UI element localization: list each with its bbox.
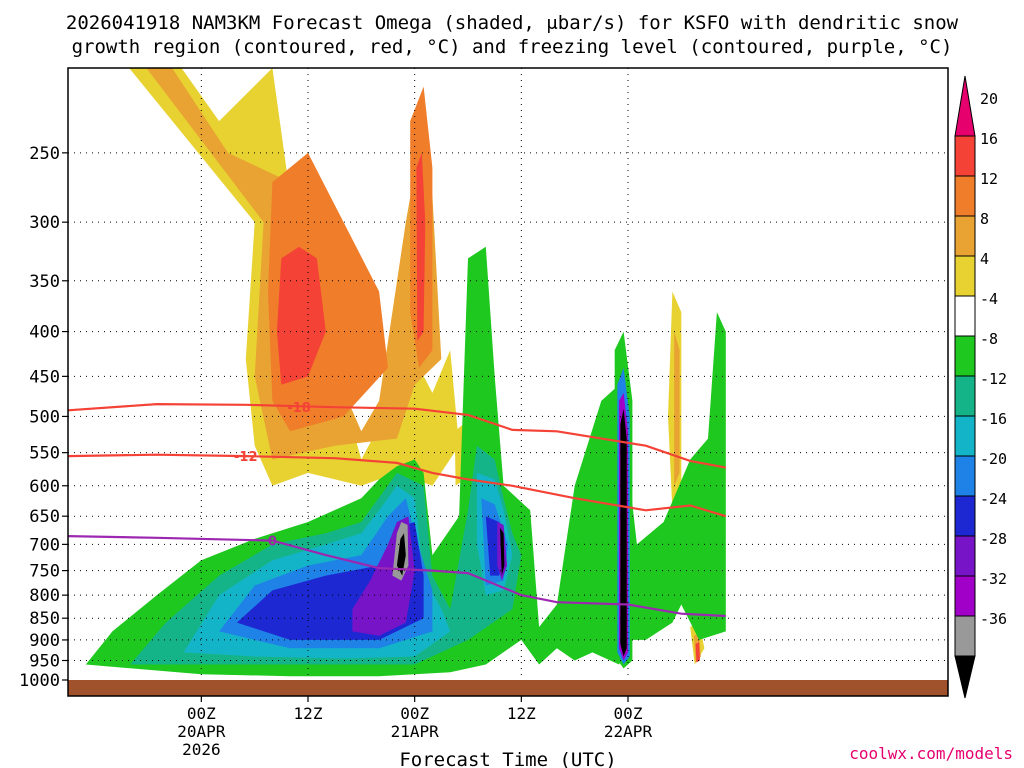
colorbar-bottom-arrow [954,655,976,699]
colorbar-tick-9: -20 [980,450,1007,468]
omega-region-11 [695,642,700,663]
y-tick-label-850: 850 [29,609,60,629]
colorbar-segment-1 [954,135,976,177]
colorbar-segment-12 [954,575,976,617]
colorbar-tick-6: -8 [980,330,998,348]
y-tick-label-1000: 1000 [19,671,60,691]
y-tick-label-350: 350 [29,272,60,292]
y-tick-label-500: 500 [29,407,60,427]
colorbar-tick-5: -4 [980,290,998,308]
y-tick-label-550: 550 [29,444,60,464]
contour-neg18 [68,402,727,469]
y-tick-label-700: 700 [29,535,60,555]
colorbar-tick-3: 8 [980,210,989,228]
contour-lines: -18 -12 0 [68,401,727,618]
omega-region-5 [416,152,426,341]
colorbar-segment-8 [954,415,976,457]
colorbar-segment-10 [954,495,976,537]
colorbar-segment-7 [954,375,976,417]
colorbar-segment-6 [954,335,976,377]
colorbar-segment-11 [954,535,976,577]
x-tick-label-0-1: 20APR [177,722,226,741]
watermark: coolwx.com/models [849,744,1013,763]
colorbar-segment-9 [954,455,976,497]
y-tick-label-400: 400 [29,323,60,343]
colorbar-tick-12: -32 [980,570,1007,588]
grid-lines [68,68,948,680]
omega-region-24 [500,527,505,576]
contour-label-2: 0 [268,535,277,550]
x-tick-label-4-0: 00Z [614,704,643,723]
colorbar-tick-2: 12 [980,170,998,188]
contour-label-1: -12 [234,450,258,465]
y-tick-label-750: 750 [29,562,60,582]
y-tick-label-250: 250 [29,144,60,164]
colorbar-segment-2 [954,175,976,217]
x-tick-label-4-1: 22APR [604,722,653,741]
colorbar-tick-11: -28 [980,530,1007,548]
y-axis-ticks: 2503003504004505005506006507007508008509… [19,144,68,691]
colorbar: 20 16 12 8 4 -4 -8 -12 -16 -20 -24 -28 -32 -36 [954,75,1007,699]
colorbar-tick-7: -12 [980,370,1007,388]
x-tick-label-2-0: 00Z [400,704,429,723]
contour-0 [68,535,726,618]
omega-region-7 [674,331,680,486]
y-tick-label-650: 650 [29,507,60,527]
x-axis-label: Forecast Time (UTC) [399,749,616,768]
colorbar-tick-4: 4 [980,250,989,268]
x-tick-label-1-0: 12Z [294,704,323,723]
y-tick-label-900: 900 [29,631,60,651]
colorbar-segment-5 [954,295,976,337]
x-tick-label-3-0: 12Z [507,704,536,723]
chart-title-line2: growth region (contoured, red, °C) and f… [72,36,953,58]
y-tick-label-800: 800 [29,586,60,606]
y-tick-label-450: 450 [29,367,60,387]
colorbar-segment-3 [954,215,976,257]
colorbar-tick-8: -16 [980,410,1007,428]
contour-label-0: -18 [287,401,311,416]
omega-region-4 [276,246,326,385]
y-tick-label-950: 950 [29,651,60,671]
colorbar-top-arrow [954,75,976,137]
ground-surface [68,680,948,696]
x-tick-label-0-2: 2026 [182,740,221,759]
chart-title-line1: 2026041918 NAM3KM Forecast Omega (shaded… [66,12,959,34]
x-tick-label-0-0: 00Z [187,704,216,723]
omega-region-23 [396,533,406,576]
y-tick-label-300: 300 [29,213,60,233]
colorbar-segment-13 [954,615,976,657]
colorbar-tick-1: 16 [980,130,998,148]
plot-frame [67,67,949,697]
colorbar-tick-13: -36 [980,610,1007,628]
colorbar-segment-4 [954,255,976,297]
contour-neg12 [68,453,727,518]
colorbar-tick-10: -24 [980,490,1007,508]
omega-region-28 [620,408,627,657]
colorbar-tick-0: 20 [980,90,998,108]
y-tick-label-600: 600 [29,477,60,497]
x-tick-label-2-1: 21APR [391,722,440,741]
